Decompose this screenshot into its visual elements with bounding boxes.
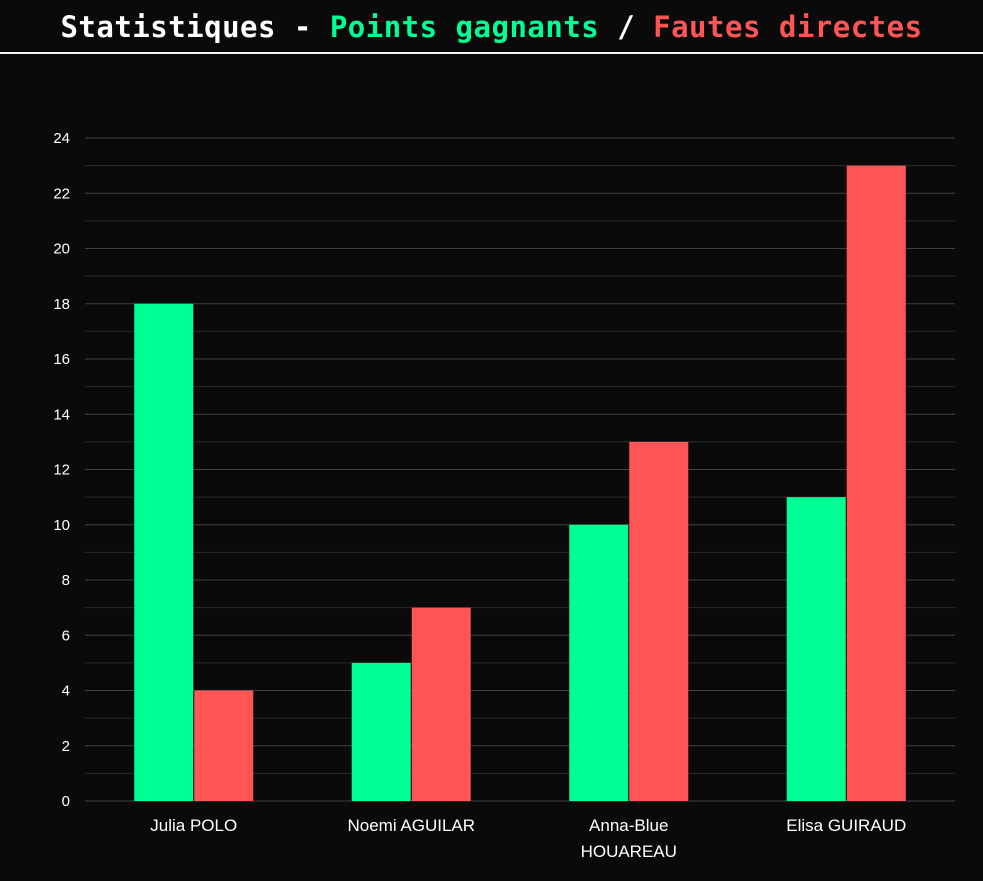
y-tick-label: 22: [53, 185, 70, 202]
bar-points-gagnants: [134, 303, 194, 801]
y-tick-label: 12: [53, 462, 70, 479]
title-bar: Statistiques - Points gagnants / Fautes …: [0, 0, 983, 54]
y-tick-label: 4: [62, 683, 70, 700]
bar-points-gagnants: [786, 497, 846, 801]
y-tick-label: 18: [53, 296, 70, 313]
x-category-label: Noemi AGUILAR: [347, 816, 475, 835]
chart-title: Statistiques - Points gagnants / Fautes …: [60, 10, 922, 44]
title-series-fautes: Fautes directes: [653, 10, 923, 44]
x-category-label: HOUAREAU: [581, 842, 677, 861]
y-tick-label: 10: [53, 517, 70, 534]
bar-fautes-directes: [846, 165, 906, 801]
title-prefix: Statistiques -: [60, 10, 330, 44]
bar-fautes-directes: [194, 690, 254, 801]
y-tick-label: 24: [53, 130, 70, 147]
title-series-points: Points gagnants: [329, 10, 600, 44]
y-tick-label: 2: [62, 738, 70, 755]
bar-points-gagnants: [569, 524, 629, 801]
y-tick-label: 20: [53, 241, 70, 258]
x-category-label: Julia POLO: [150, 816, 237, 835]
y-tick-label: 6: [62, 627, 70, 644]
y-tick-label: 16: [53, 351, 70, 368]
y-tick-label: 0: [62, 793, 70, 810]
bar-fautes-directes: [411, 607, 471, 801]
bar-points-gagnants: [351, 662, 411, 801]
x-category-label: Elisa GUIRAUD: [786, 816, 906, 835]
y-tick-label: 8: [62, 572, 70, 589]
bar-fautes-directes: [629, 441, 689, 801]
x-category-label: Anna-Blue: [589, 816, 668, 835]
y-tick-label: 14: [53, 406, 70, 423]
title-separator: /: [599, 10, 654, 44]
